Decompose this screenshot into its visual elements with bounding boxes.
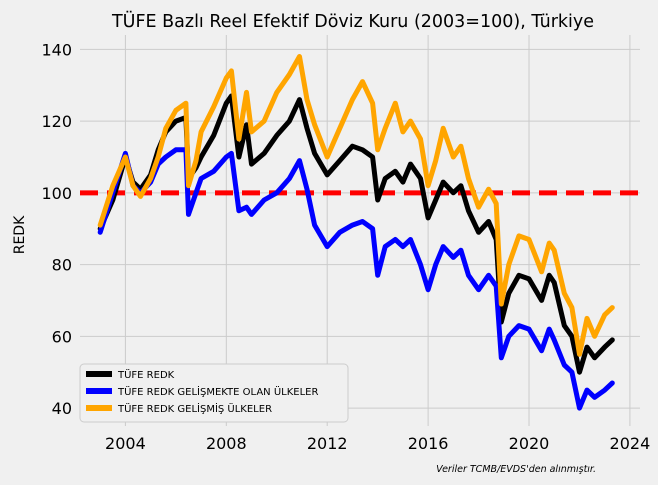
y-tick-label: 60	[52, 327, 72, 346]
legend-label-gelismekte-olan: TÜFE REDK GELİŞMEKTE OLAN ÜLKELER	[117, 385, 318, 398]
y-tick-label: 100	[41, 184, 72, 203]
series-line-2	[97, 54, 615, 357]
legend-label-gelismis: TÜFE REDK GELİŞMİŞ ÜLKELER	[117, 402, 272, 415]
x-tick-label: 2016	[408, 434, 449, 453]
x-tick-label: 2004	[105, 434, 146, 453]
x-tick-label: 2012	[307, 434, 348, 453]
y-tick-label: 80	[52, 256, 72, 275]
legend-box	[79, 363, 349, 423]
series-line-1	[97, 147, 615, 411]
series-layer	[97, 54, 615, 411]
series-line-0	[97, 93, 615, 375]
y-tick-label: 140	[41, 40, 72, 59]
y-tick-label: 40	[52, 399, 72, 418]
y-axis-label: REDK	[12, 215, 28, 254]
x-tick-label: 2024	[610, 434, 651, 453]
chart-title: TÜFE Bazlı Reel Efektif Döviz Kuru (2003…	[111, 10, 594, 32]
x-tick-label: 2020	[509, 434, 550, 453]
x-tick-label: 2008	[206, 434, 247, 453]
tick-labels: 2004 2008 2012 2016 2020 2024 40 60 80 100 120 140	[41, 40, 650, 453]
legend-label-tufe-redk: TÜFE REDK	[117, 368, 175, 381]
source-note: Veriler TCMB/EVDS'den alınmıştır.	[436, 464, 596, 475]
y-tick-label: 120	[41, 112, 72, 131]
legend: TÜFE REDK TÜFE REDK GELİŞMEKTE OLAN ÜLKE…	[79, 363, 349, 423]
